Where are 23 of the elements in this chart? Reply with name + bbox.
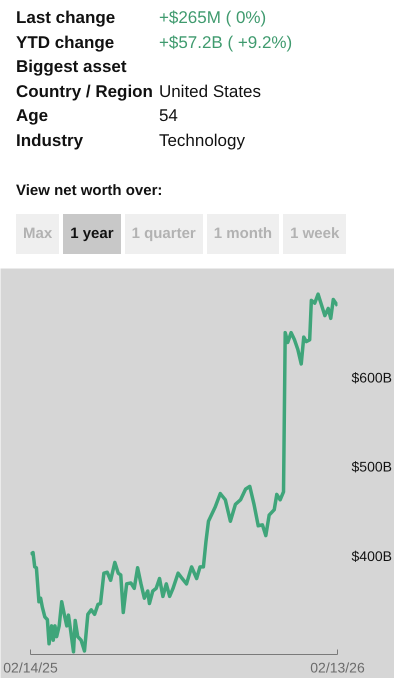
text: Last change	[16, 7, 116, 29]
x-tick-label: 02/14/25	[3, 660, 58, 676]
chart-title: View net worth over:	[16, 181, 164, 201]
x-tick-label: 02/13/26	[310, 660, 365, 676]
text: Industry	[16, 130, 84, 152]
text: 1 month	[206, 214, 280, 254]
text: 1 quarter	[124, 214, 203, 254]
text: +$265M ( 0%)	[158, 7, 268, 29]
text: United States	[158, 80, 262, 102]
y-tick-label: $500B	[352, 458, 392, 475]
text: Country / Region	[16, 80, 154, 103]
text: Biggest asset	[16, 56, 128, 78]
text: Age	[16, 105, 50, 127]
text: YTD change	[16, 32, 116, 54]
y-tick-label: $400B	[352, 548, 392, 564]
text: 1 year	[63, 214, 121, 254]
line-series	[30, 292, 338, 654]
text: 1 week	[283, 214, 346, 254]
text: Technology	[158, 130, 246, 152]
text: 54	[158, 105, 179, 127]
text: +$57.2B ( +9.2%)	[158, 32, 292, 54]
text: Max	[16, 214, 60, 254]
y-tick-label: $600B	[352, 369, 392, 386]
